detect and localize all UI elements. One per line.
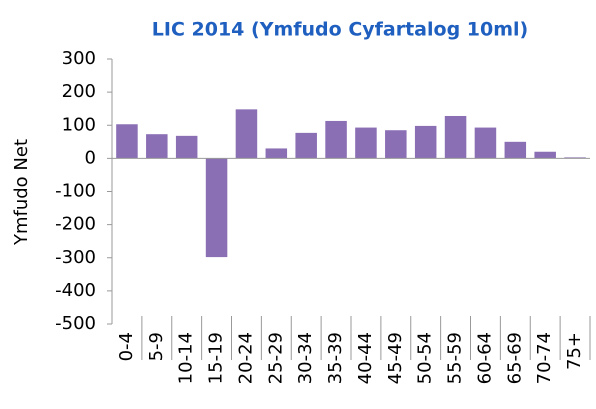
x-tick-label: 20-24	[235, 332, 256, 384]
bar	[444, 115, 467, 159]
x-tick-label: 75+	[564, 332, 585, 370]
y-tick-label: 100	[62, 114, 96, 135]
bar	[205, 158, 228, 258]
bar	[385, 130, 407, 159]
y-tick-label: -500	[55, 313, 96, 334]
x-tick-label: 45-49	[385, 332, 406, 384]
x-tick-label: 50-54	[415, 332, 436, 384]
x-tick-label: 70-74	[534, 332, 555, 384]
x-tick-label: 40-44	[355, 332, 376, 384]
y-tick-label: 200	[62, 81, 96, 102]
x-tick-label: 25-29	[265, 332, 286, 384]
bar	[235, 109, 258, 159]
x-tick-label: 0-4	[116, 332, 137, 361]
y-tick-label: -200	[55, 214, 96, 235]
y-tick-label: -100	[55, 181, 96, 202]
x-tick-label: 55-59	[445, 332, 466, 384]
bar	[325, 120, 347, 159]
x-tick-label: 5-9	[146, 332, 167, 361]
bar	[116, 124, 138, 159]
bar	[534, 151, 556, 159]
y-tick-label: -400	[55, 280, 96, 301]
bar	[175, 135, 198, 159]
bar	[295, 132, 317, 159]
y-tick-label: 0	[85, 147, 96, 168]
bar	[146, 134, 168, 159]
x-tick-label: 65-69	[504, 332, 525, 384]
bar	[414, 125, 437, 159]
x-tick-label: 10-14	[176, 332, 197, 384]
x-tick-label: 60-64	[474, 332, 495, 384]
bar	[504, 141, 527, 159]
y-tick-label: -300	[55, 247, 96, 268]
bar	[265, 148, 288, 159]
bar	[355, 127, 377, 159]
x-tick-label: 15-19	[206, 332, 227, 384]
x-tick-label: 30-34	[295, 332, 316, 384]
chart-title: LIC 2014 (Ymfudo Cyfartalog 10ml)	[152, 19, 528, 41]
y-tick-label: 300	[62, 48, 96, 69]
y-axis-label: Ymfudo Net	[11, 139, 32, 246]
bar	[474, 127, 497, 159]
x-tick-label: 35-39	[325, 332, 346, 384]
